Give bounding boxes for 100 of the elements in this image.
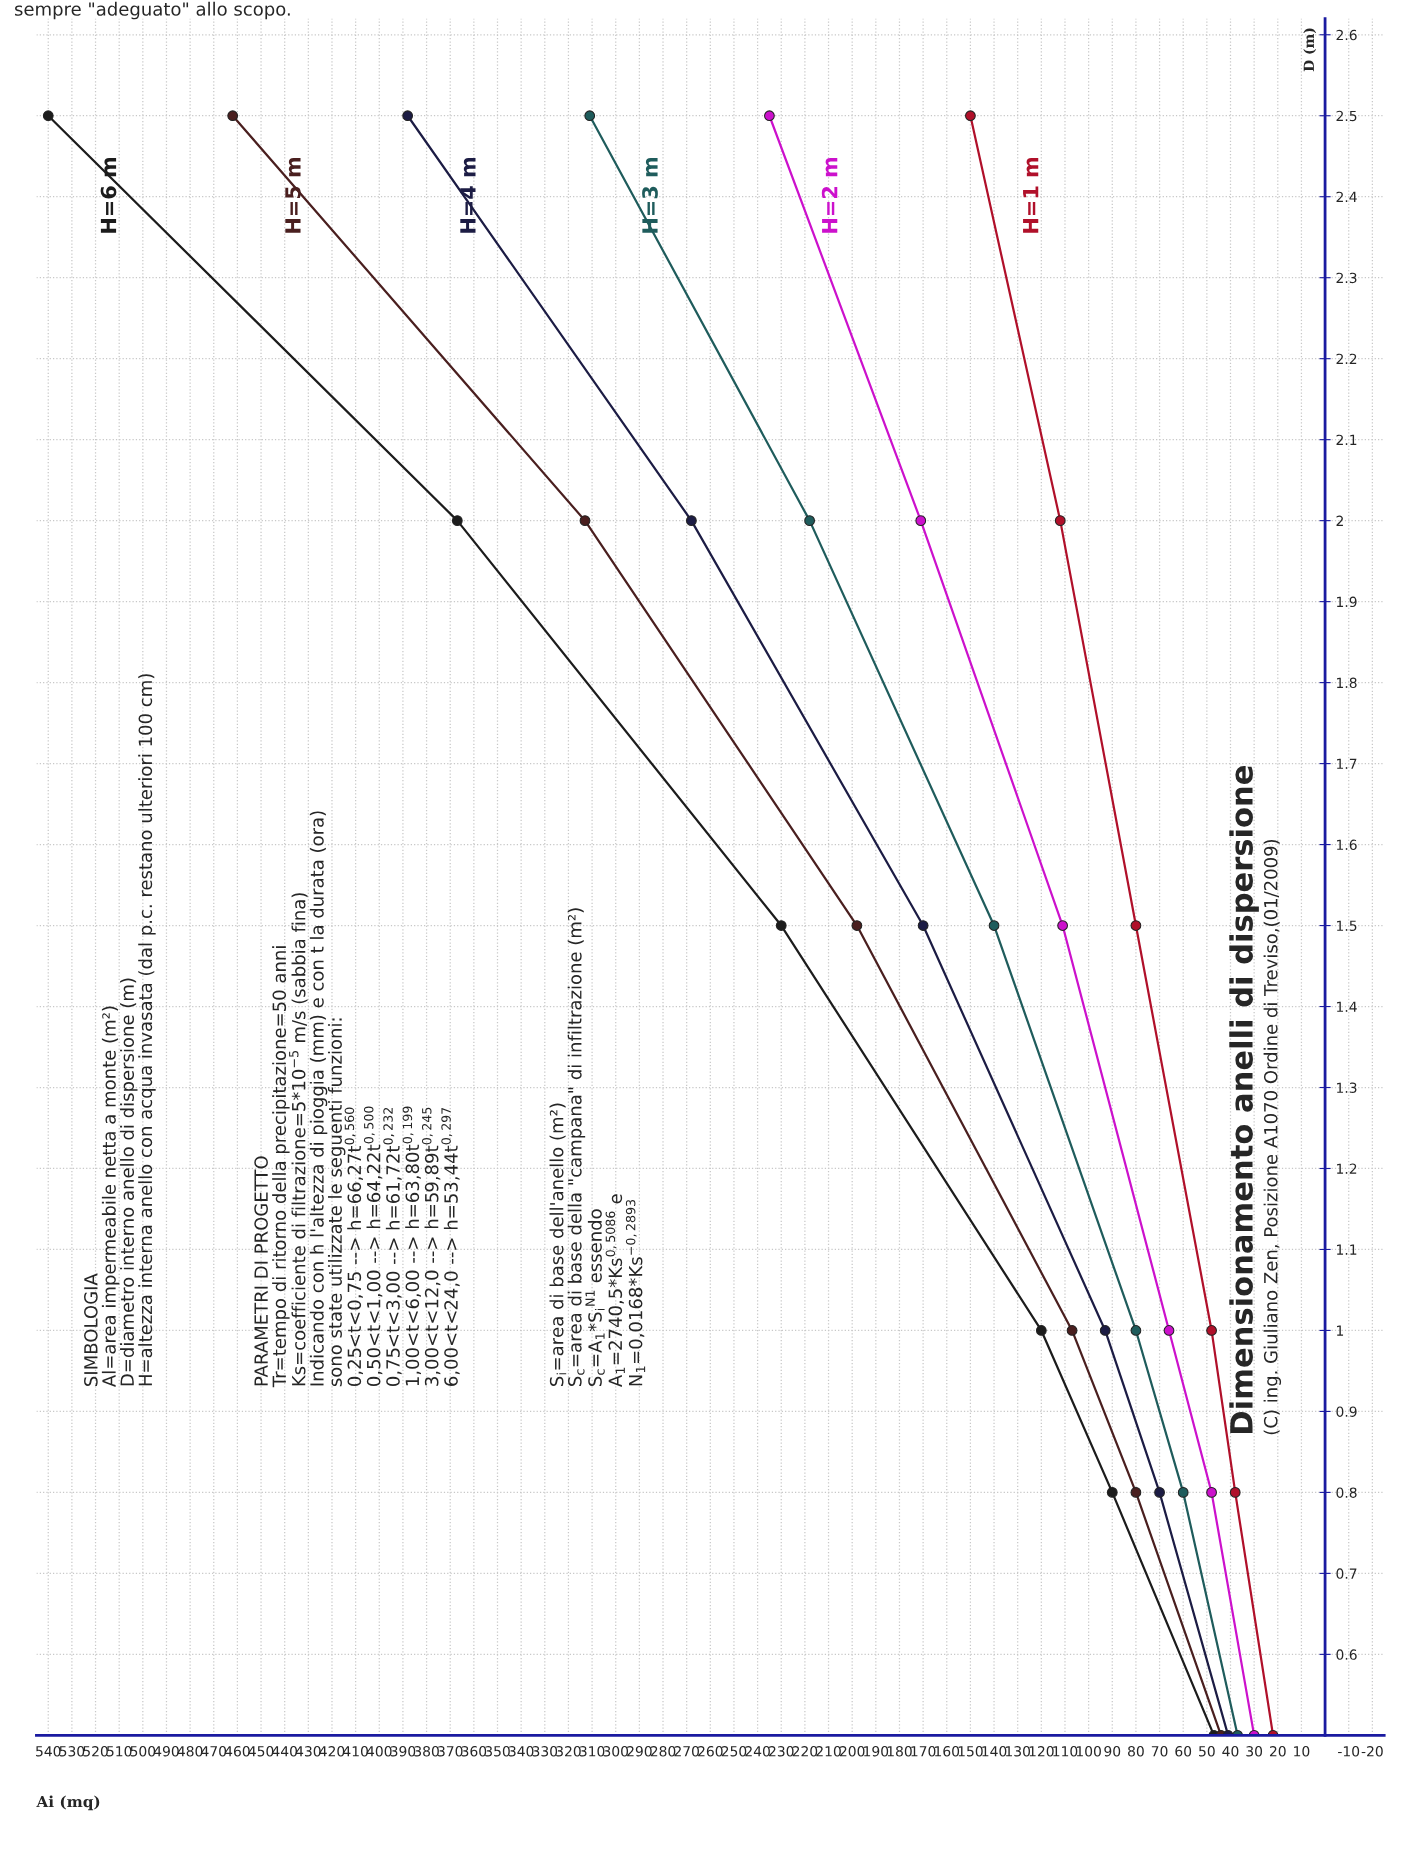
y-tick-label: 0.9 — [1336, 1406, 1357, 1417]
y-tick-label: 0.8 — [1336, 1487, 1357, 1498]
point — [988, 920, 1000, 931]
y-tick-label: 1.8 — [1337, 677, 1357, 689]
point — [804, 515, 815, 527]
x-tick-label: 180 — [887, 1746, 912, 1757]
point — [1130, 920, 1142, 931]
point — [1177, 1487, 1189, 1498]
x-tick-label: 400 — [366, 1746, 392, 1757]
point — [851, 920, 863, 931]
x-tick-label: 300 — [603, 1746, 629, 1757]
x-tick-label: 520 — [83, 1746, 108, 1757]
x-tick-label: 160 — [935, 1746, 960, 1757]
point — [1099, 1325, 1111, 1336]
point — [1229, 1487, 1241, 1498]
point — [1130, 1325, 1142, 1336]
y-tick-label: 1.1 — [1337, 1244, 1357, 1255]
point — [1206, 1487, 1217, 1498]
point — [579, 515, 591, 527]
x-tick-label: 410 — [343, 1746, 368, 1757]
point — [1154, 1487, 1165, 1498]
x-tick-label: 20 — [1269, 1746, 1286, 1757]
x-tick-label: 260 — [698, 1746, 723, 1757]
point — [775, 920, 787, 931]
text: H=1 m — [1023, 157, 1039, 233]
text: H=2 m — [821, 157, 838, 233]
x-tick-label: 40 — [1222, 1746, 1239, 1757]
x-tick-label: 350 — [485, 1746, 510, 1757]
point — [764, 110, 775, 122]
point — [1106, 1487, 1118, 1498]
point — [1066, 1325, 1078, 1336]
point — [227, 110, 239, 122]
x-tick-label: 200 — [839, 1746, 865, 1757]
y-tick-label: 2.5 — [1336, 110, 1357, 122]
x-tick-label: 50 — [1199, 1746, 1215, 1757]
y-tick-label: 1.3 — [1337, 1082, 1357, 1093]
x-tick-label: 140 — [982, 1746, 1007, 1757]
point — [402, 110, 414, 122]
point — [1130, 1487, 1142, 1498]
x-tick-label: 390 — [390, 1746, 416, 1757]
y-tick-label: 0.7 — [1336, 1568, 1357, 1579]
text: S$_{i}$=area di base dell'anello (m²) S$_{c}$=area di base della "campana" di infiltrazione (m²) S$_{c}$=A$_{1}$*S$_{i}$$^{N1}$ essendo A$_{1}$=2740,5*Ks$^{0,5086}$ e N$_{1}$=0,0168*Ks$^{−0,2893}$ — [549, 908, 646, 1387]
x-tick-label: 340 — [508, 1746, 534, 1757]
x-tick-label: 490 — [153, 1746, 179, 1757]
y-tick-label: 1.2 — [1337, 1163, 1357, 1174]
x-tick-label: 430 — [295, 1746, 321, 1757]
x-axis-title: Ai (mq) — [36, 1795, 100, 1811]
text: PARAMETRI DI PROGETTO Tr=tempo di ritorno della precipitazione=50 anni Ks=coefficiente di filtrazione=5*10$^{−5}$ m/s (sabbia fina) Indicando con h l'altezza di pioggia (mm) e con t la durata (ora) sono state utilizzate le seguenti funzioni: 0,25<t<0,75 --> h=66,27t$^{0,560}$ 0,50<t<1,00 --> h=64,22t$^{0,500}$ 0,75<t<3,00 --> h=61,72t$^{0,232}$ 1,00<t<6,00 --> h=63,80t$^{0,199}$ 3,00<t<12,0 --> h=59,89t$^{0,245}$ 6,00<t<24,0 --> h=53,44t$^{0,297}$ — [254, 811, 460, 1388]
x-tick-label: -10 — [1338, 1746, 1360, 1757]
x-tick-label: 10 — [1294, 1746, 1310, 1757]
text: H=4 m — [460, 157, 476, 233]
x-tick-label: 450 — [248, 1746, 274, 1757]
point — [915, 515, 927, 527]
y-tick-label: 2.6 — [1336, 29, 1357, 41]
y-tick-label: 2 — [1336, 515, 1343, 526]
point — [451, 515, 463, 527]
text: H=6 m — [100, 157, 117, 233]
x-tick-label: 480 — [177, 1746, 203, 1757]
point — [1057, 920, 1068, 931]
y-tick-label: 1.9 — [1337, 596, 1357, 608]
y-tick-label: 1 — [1337, 1325, 1344, 1336]
x-tick-label: 130 — [1005, 1746, 1031, 1757]
x-tick-label: 250 — [721, 1746, 747, 1757]
x-tick-label: 60 — [1175, 1746, 1192, 1757]
point — [1163, 1325, 1175, 1336]
point — [1035, 1325, 1047, 1336]
y-tick-label: 2.3 — [1336, 272, 1357, 284]
x-tick-label: -20 — [1361, 1746, 1383, 1757]
x-tick-label: 370 — [438, 1746, 463, 1757]
x-tick-label: 290 — [627, 1746, 652, 1757]
text: H=5 m — [285, 157, 301, 233]
x-tick-label: 420 — [319, 1746, 345, 1757]
x-tick-label: 310 — [579, 1746, 605, 1757]
x-tick-label: 360 — [461, 1746, 487, 1757]
point — [42, 110, 54, 122]
point — [584, 110, 596, 122]
y-tick-label: 1.5 — [1337, 920, 1357, 932]
x-tick-label: 460 — [224, 1746, 250, 1757]
x-tick-label: 380 — [414, 1746, 439, 1757]
x-tick-label: 220 — [792, 1746, 818, 1757]
point — [1054, 515, 1066, 527]
x-tick-label: 320 — [556, 1746, 581, 1757]
y-tick-label: 0.6 — [1336, 1649, 1357, 1660]
y-tick-label: 1.6 — [1337, 839, 1357, 851]
x-tick-label: 230 — [769, 1746, 794, 1757]
x-tick-label: 150 — [958, 1746, 983, 1757]
x-tick-label: 190 — [864, 1746, 889, 1757]
y-tick-label: 2.4 — [1336, 191, 1357, 202]
y-tick-label: 1.4 — [1337, 1001, 1357, 1012]
x-tick-label: 500 — [130, 1746, 156, 1757]
y-tick-label: 2.1 — [1336, 434, 1357, 445]
x-tick-label: 210 — [816, 1746, 841, 1757]
y-tick-label: 2.2 — [1336, 353, 1357, 364]
text: (C) ing. Giuliano Zen, Posizione A1070 Ordine di Treviso,(01/2009) — [1263, 839, 1282, 1435]
x-tick-label: 540 — [36, 1746, 61, 1757]
annotation: SIMBOLOGIA Al=area impermeabile netta a monte (m²) D=diametro interno anello di dispersione (m) H=altezza interna anello con acqua invasata (dal p.c. restano ulteriori 100 cm) — [84, 674, 156, 1387]
x-tick-label: 110 — [1053, 1746, 1078, 1757]
point — [1206, 1325, 1217, 1336]
y-tick-label: 1.7 — [1337, 758, 1357, 769]
annotation: sempre "adeguato" allo scopo. — [14, 1, 290, 20]
